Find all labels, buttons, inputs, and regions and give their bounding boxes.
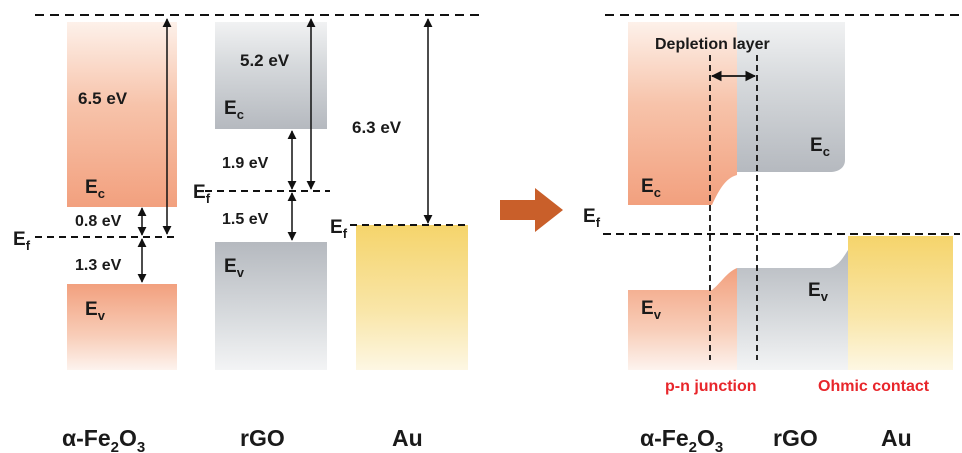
rgo-ef-label: Ef [193,182,211,206]
rgo-ec-label: Ec [224,98,244,122]
rgo-valence-band [215,242,327,370]
rgo-ec-label-right: Ec [810,135,830,159]
rgo-label-1-9ev: 1.9 eV [222,155,269,172]
fe2o3-conduction-band [67,22,177,207]
rgo-conduction-band-right [737,22,845,172]
rgo-valence-band-right [737,250,848,370]
rgo-ev-label-right: Ev [808,280,829,304]
au-metal-band-right [848,236,953,370]
material-fe2o3-left: α-Fe2O3 [62,425,145,453]
fe2o3-ev-label-right: Ev [641,298,662,322]
ef-left-label: Ef [13,229,31,253]
material-rgo-right: rGO [773,425,818,451]
fe2o3-valence-band-right [628,268,737,370]
material-fe2o3-right: α-Fe2O3 [640,425,723,453]
pn-junction-label: p-n junction [665,378,757,395]
rgo-label-5-2ev: 5.2 eV [240,51,290,70]
au-metal-band [356,225,468,370]
fe2o3-valence-band [67,284,177,370]
depletion-layer-label: Depletion layer [655,36,770,53]
fe2o3-ec-label: Ec [85,177,105,201]
transition-arrow [500,188,563,232]
au-label-6-3ev: 6.3 eV [352,118,402,137]
ohmic-contact-label: Ohmic contact [818,378,930,395]
material-au-right: Au [881,425,912,451]
rgo-ev-label: Ev [224,256,245,280]
material-au-left: Au [392,425,423,451]
fe2o3-label-6-5ev: 6.5 eV [78,89,128,108]
rgo-label-1-5ev: 1.5 eV [222,211,269,228]
ef-right-label: Ef [583,206,601,230]
au-ef-label: Ef [330,217,348,241]
material-rgo-left: rGO [240,425,285,451]
fe2o3-ev-label: Ev [85,299,106,323]
fe2o3-label-1-3ev: 1.3 eV [75,257,122,274]
fe2o3-ec-label-right: Ec [641,176,661,200]
fe2o3-label-0-8ev: 0.8 eV [75,213,122,230]
